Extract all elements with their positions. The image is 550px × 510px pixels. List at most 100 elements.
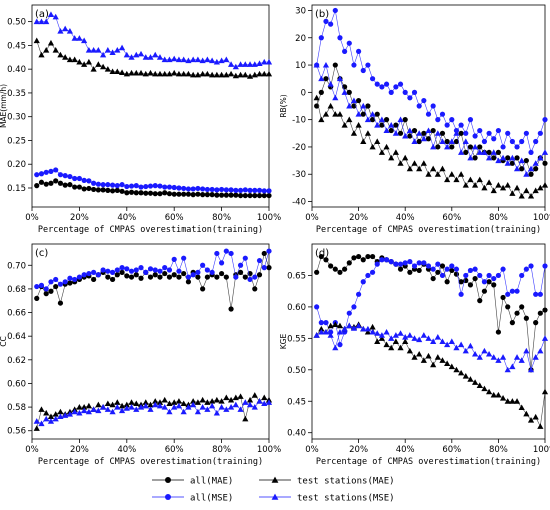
data-point (118, 44, 126, 51)
data-point (392, 338, 399, 344)
data-point (341, 89, 348, 95)
data-point (369, 76, 376, 82)
data-point (313, 61, 320, 68)
data-point (43, 169, 49, 175)
data-point (434, 130, 441, 136)
data-point (449, 117, 455, 123)
data-point (166, 184, 173, 190)
data-point (237, 393, 244, 399)
data-point (114, 68, 121, 75)
data-point (435, 269, 441, 275)
x-axis-label: Percentage of CMPAS overestimation(train… (38, 457, 263, 467)
data-point (72, 175, 78, 182)
data-point (62, 412, 69, 418)
data-point (397, 130, 404, 136)
data-point (537, 184, 544, 191)
data-point (166, 70, 173, 77)
data-point (147, 54, 154, 60)
data-point (72, 184, 78, 190)
data-point (152, 51, 159, 58)
data-point (67, 182, 73, 188)
data-point (542, 307, 548, 313)
data-point (499, 395, 507, 401)
y-tick-label: 0.20 (7, 160, 26, 170)
data-point (52, 415, 59, 422)
data-point (351, 62, 357, 68)
data-point (397, 344, 404, 351)
data-point (223, 394, 230, 401)
data-point (341, 325, 348, 332)
data-point (265, 58, 273, 65)
data-point (180, 408, 187, 415)
data-point (509, 398, 516, 404)
data-point (430, 103, 436, 109)
data-point (95, 407, 102, 414)
data-point (119, 188, 125, 194)
data-point (379, 84, 385, 90)
data-point (233, 192, 239, 198)
data-point (364, 325, 372, 332)
data-point (228, 187, 234, 193)
data-point (261, 58, 268, 65)
data-point (219, 186, 225, 193)
data-point (434, 333, 441, 340)
y-tick-label: 0.62 (7, 356, 26, 366)
y-tick-label: 0.56 (7, 427, 26, 437)
data-point (204, 406, 211, 412)
data-point (76, 184, 82, 190)
data-point (95, 47, 102, 53)
data-point (462, 138, 469, 144)
data-point (374, 138, 381, 144)
data-point (261, 192, 267, 199)
data-point (509, 320, 515, 326)
data-point (252, 192, 258, 199)
data-point (425, 127, 432, 134)
data-point (430, 275, 436, 282)
data-point (237, 187, 244, 193)
data-point (265, 399, 273, 405)
data-point (519, 272, 525, 279)
data-point (76, 58, 83, 65)
data-point (53, 178, 59, 184)
data-point (161, 403, 168, 410)
data-point (38, 420, 45, 427)
data-point (444, 138, 450, 145)
x-tick-label: 60% (442, 213, 461, 223)
data-point (416, 165, 423, 172)
legend-entry-test-stations-mae-: test stations(MAE) (259, 477, 395, 487)
data-point (416, 267, 422, 274)
data-point (523, 187, 530, 194)
data-point (481, 279, 488, 285)
data-point (147, 406, 154, 412)
data-point (458, 341, 465, 348)
series-all-mae- (314, 62, 548, 177)
data-point (162, 184, 168, 190)
data-point (388, 344, 395, 351)
x-tick-label: 40% (396, 213, 415, 223)
data-point (261, 250, 267, 257)
data-point (453, 138, 460, 145)
data-point (518, 357, 525, 363)
data-point (214, 274, 220, 280)
data-point (166, 56, 173, 63)
data-point (43, 47, 50, 53)
data-point (114, 272, 120, 278)
data-point (142, 402, 149, 409)
series-line (316, 97, 546, 197)
data-point (407, 133, 413, 139)
data-point (209, 402, 216, 409)
data-point (406, 127, 413, 134)
data-point (242, 255, 248, 261)
data-point (351, 255, 357, 261)
data-point (133, 51, 140, 58)
data-point (147, 190, 154, 196)
data-point (374, 122, 381, 128)
data-point (194, 399, 201, 405)
data-point (247, 276, 253, 283)
data-point (350, 130, 358, 136)
data-point (171, 191, 177, 197)
data-point (444, 360, 451, 366)
data-point (157, 268, 163, 274)
data-point (105, 182, 111, 188)
data-point (213, 71, 220, 78)
